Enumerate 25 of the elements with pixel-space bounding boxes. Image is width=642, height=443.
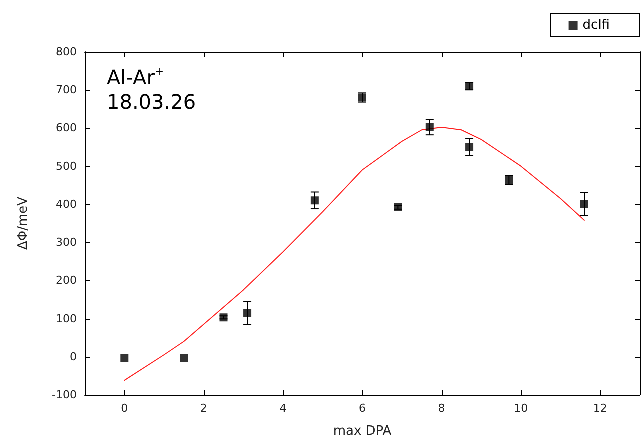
legend-label: dclfi xyxy=(582,18,610,33)
y-tick-label: 100 xyxy=(56,312,77,326)
x-axis-title: max DPA xyxy=(333,424,392,439)
y-tick-label: 400 xyxy=(56,198,77,211)
y-tick-label: 500 xyxy=(56,160,77,173)
x-tick-label: 8 xyxy=(438,402,446,415)
annotation: 18.03.26 xyxy=(107,90,196,114)
y-tick-label: 600 xyxy=(56,122,77,135)
x-tick-label: 2 xyxy=(200,402,208,415)
x-tick-label: 10 xyxy=(514,402,528,415)
x-tick-label: 12 xyxy=(593,402,608,415)
point xyxy=(180,354,188,362)
y-tick-label: 700 xyxy=(56,84,77,97)
y-tick-label: -100 xyxy=(52,388,77,402)
x-tick-label: 4 xyxy=(280,402,287,415)
point xyxy=(120,354,129,362)
y-tick-label: 800 xyxy=(56,46,77,58)
annotation: Al-Ar+ xyxy=(107,65,164,90)
y-tick-label: 0 xyxy=(70,350,77,364)
y-axis-title: ΔΦ/meV xyxy=(16,196,31,250)
y-tick-label: 200 xyxy=(56,274,77,288)
y-tick-label: 300 xyxy=(56,236,77,250)
line-series xyxy=(124,126,585,382)
x-tick-label: 6 xyxy=(359,402,366,415)
x-tick-label: 0 xyxy=(121,402,128,415)
